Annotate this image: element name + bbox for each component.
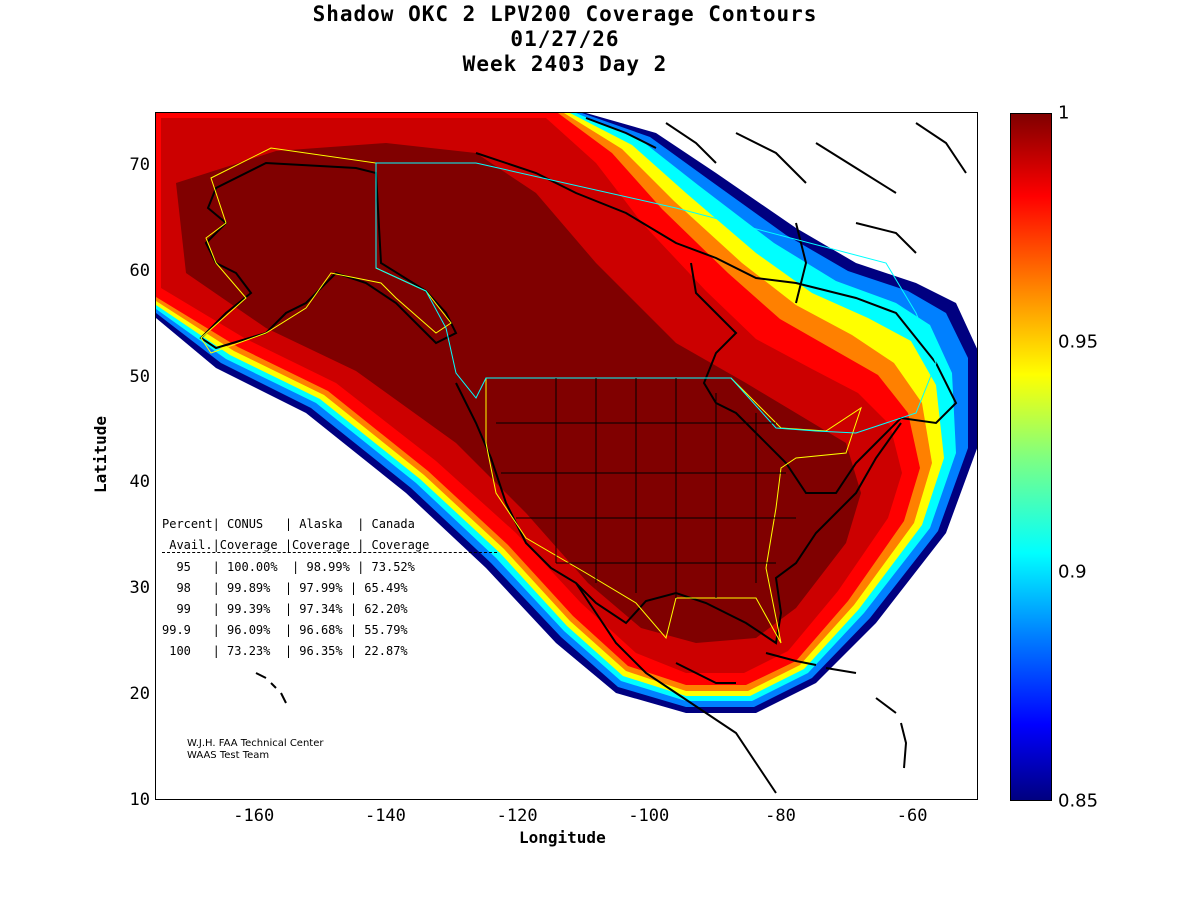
coverage-map — [155, 112, 978, 800]
x-tick-label: -60 — [896, 806, 928, 826]
stats-header-2: Avail.|Coverage |Coverage | Coverage — [162, 538, 497, 553]
chart-title: Shadow OKC 2 LPV200 Coverage Contours — [312, 2, 818, 26]
stats-row: 99.9 | 96.09% | 96.68% | 55.79% — [162, 623, 408, 637]
colorbar-tick-label: 1 — [1058, 102, 1070, 124]
x-tick-label: -80 — [765, 806, 796, 826]
y-tick-label: 50 — [129, 366, 150, 387]
colorbar-tick-label: 0.85 — [1058, 790, 1099, 812]
x-tick-label: -140 — [364, 806, 406, 826]
caribbean-islands — [765, 652, 908, 769]
y-tick-label: 40 — [129, 472, 150, 493]
chart-date: 01/27/26 — [510, 27, 620, 51]
colorbar-tick-label: 0.9 — [1058, 561, 1087, 583]
region-boundaries — [200, 147, 937, 644]
y-tick-label: 10 — [129, 790, 150, 810]
mexico-coast — [575, 582, 777, 794]
coastlines — [199, 117, 967, 794]
conus-boundary — [485, 377, 862, 644]
canada-coast — [475, 152, 958, 494]
stats-row: 100 | 73.23% | 96.35% | 22.87% — [162, 644, 408, 658]
stats-row: 98 | 99.89% | 97.99% | 65.49% — [162, 581, 408, 595]
credit-line-2: WAAS Test Team — [187, 750, 270, 761]
credit-line-1: W.J.H. FAA Technical Center — [187, 738, 324, 749]
x-tick-label: -100 — [628, 806, 670, 826]
chart-week: Week 2403 Day 2 — [462, 52, 668, 76]
y-tick-label: 20 — [129, 684, 150, 705]
y-tick-label: 60 — [129, 260, 150, 281]
x-tick-label: -120 — [496, 806, 538, 826]
x-tick-label: -160 — [233, 806, 275, 826]
canada-boundary — [375, 162, 937, 434]
stats-header-1: Percent| CONUS | Alaska | Canada — [162, 517, 415, 531]
arctic-islands — [585, 117, 967, 304]
y-tick-label: 70 — [129, 154, 150, 175]
colorbar — [1010, 113, 1052, 801]
state-boundaries — [496, 378, 796, 598]
x-axis-label: Longitude — [519, 828, 606, 847]
stats-row: 95 | 100.00% | 98.99% | 73.52% — [162, 560, 415, 574]
y-axis-label: Latitude — [91, 415, 111, 494]
y-tick-label: 30 — [129, 578, 150, 599]
hawaii-islands — [255, 672, 287, 704]
stats-row: 99 | 99.39% | 97.34% | 62.20% — [162, 602, 408, 616]
coverage-map-svg — [156, 113, 977, 794]
colorbar-tick-label: 0.95 — [1058, 331, 1099, 353]
